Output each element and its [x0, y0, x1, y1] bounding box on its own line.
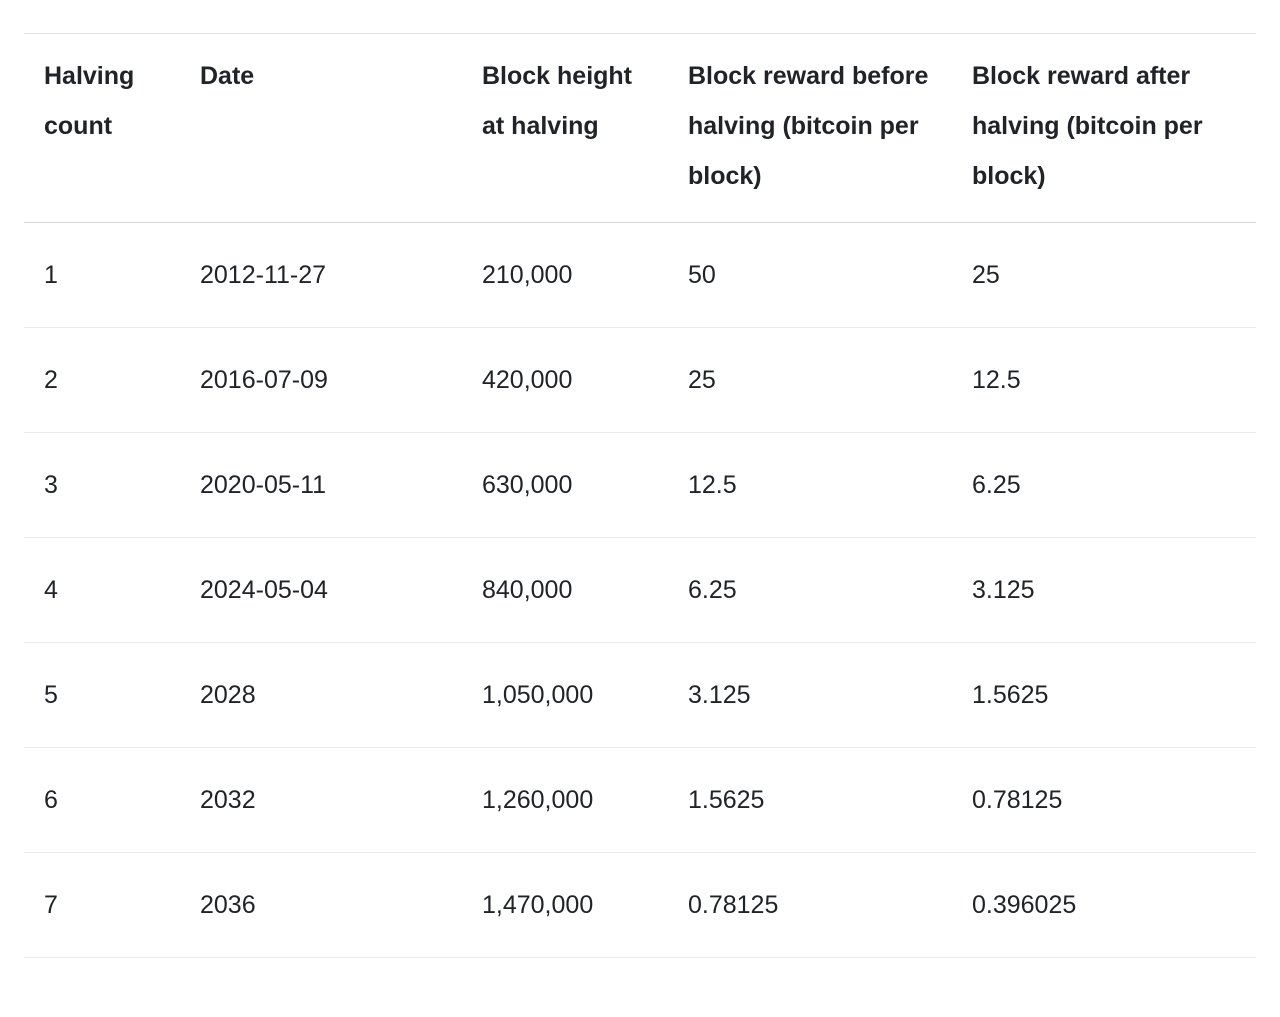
header-cell-reward-after: Block reward after halving (bitcoin per … — [952, 33, 1256, 223]
table-row: 4 2024-05-04 840,000 6.25 3.125 — [24, 537, 1256, 643]
cell-block-height: 630,000 — [462, 432, 668, 538]
halving-table-container: Halving count Date Block height at halvi… — [24, 33, 1256, 958]
table-row: 1 2012-11-27 210,000 50 25 — [24, 222, 1256, 328]
cell-date: 2036 — [180, 852, 462, 958]
table-row: 5 2028 1,050,000 3.125 1.5625 — [24, 642, 1256, 748]
cell-reward-after: 12.5 — [952, 327, 1256, 433]
table-row: 2 2016-07-09 420,000 25 12.5 — [24, 327, 1256, 433]
cell-halving-count: 1 — [24, 222, 180, 328]
cell-block-height: 420,000 — [462, 327, 668, 433]
cell-halving-count: 7 — [24, 852, 180, 958]
cell-reward-before: 6.25 — [668, 537, 952, 643]
cell-reward-after: 25 — [952, 222, 1256, 328]
cell-halving-count: 6 — [24, 747, 180, 853]
cell-block-height: 840,000 — [462, 537, 668, 643]
cell-date: 2032 — [180, 747, 462, 853]
cell-reward-before: 3.125 — [668, 642, 952, 748]
cell-halving-count: 3 — [24, 432, 180, 538]
cell-reward-before: 1.5625 — [668, 747, 952, 853]
cell-reward-before: 0.78125 — [668, 852, 952, 958]
table-row: 6 2032 1,260,000 1.5625 0.78125 — [24, 747, 1256, 853]
cell-reward-before: 50 — [668, 222, 952, 328]
cell-block-height: 1,050,000 — [462, 642, 668, 748]
cell-reward-after: 6.25 — [952, 432, 1256, 538]
cell-reward-before: 12.5 — [668, 432, 952, 538]
cell-date: 2012-11-27 — [180, 222, 462, 328]
cell-block-height: 1,470,000 — [462, 852, 668, 958]
cell-reward-after: 3.125 — [952, 537, 1256, 643]
table-header-row: Halving count Date Block height at halvi… — [24, 33, 1256, 223]
table-row: 3 2020-05-11 630,000 12.5 6.25 — [24, 432, 1256, 538]
cell-halving-count: 4 — [24, 537, 180, 643]
cell-block-height: 210,000 — [462, 222, 668, 328]
header-cell-block-height: Block height at halving — [462, 33, 668, 223]
cell-halving-count: 5 — [24, 642, 180, 748]
cell-date: 2016-07-09 — [180, 327, 462, 433]
cell-reward-after: 0.78125 — [952, 747, 1256, 853]
halving-table: Halving count Date Block height at halvi… — [24, 33, 1256, 958]
cell-reward-after: 1.5625 — [952, 642, 1256, 748]
cell-block-height: 1,260,000 — [462, 747, 668, 853]
cell-reward-before: 25 — [668, 327, 952, 433]
cell-date: 2028 — [180, 642, 462, 748]
header-cell-halving-count: Halving count — [24, 33, 180, 223]
table-row: 7 2036 1,470,000 0.78125 0.396025 — [24, 852, 1256, 958]
header-cell-reward-before: Block reward before halving (bitcoin per… — [668, 33, 952, 223]
cell-date: 2024-05-04 — [180, 537, 462, 643]
cell-reward-after: 0.396025 — [952, 852, 1256, 958]
header-cell-date: Date — [180, 33, 462, 223]
cell-date: 2020-05-11 — [180, 432, 462, 538]
cell-halving-count: 2 — [24, 327, 180, 433]
